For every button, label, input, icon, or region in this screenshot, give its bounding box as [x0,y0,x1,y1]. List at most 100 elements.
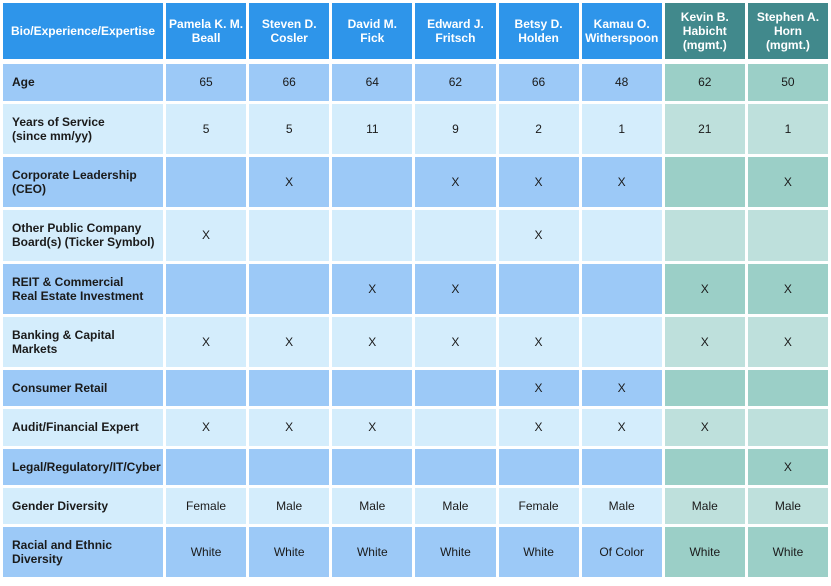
table-row: Other Public Company Board(s) (Ticker Sy… [3,210,828,261]
row-label: Corporate Leadership (CEO) [3,156,163,208]
matrix-cell: X [166,409,247,446]
matrix-cell: X [498,210,579,261]
matrix-cell: X [498,409,579,446]
matrix-cell: X [166,316,247,368]
matrix-cell: 9 [415,103,496,154]
matrix-cell: X [747,448,828,485]
row-label: Legal/Regulatory/IT/Cyber [3,448,163,485]
matrix-cell: X [581,409,662,446]
matrix-cell: Female [498,487,579,524]
matrix-cell: Of Color [581,526,662,578]
matrix-cell: Male [747,487,828,524]
table-body: Age 65 66 64 62 66 48 62 50 Years of Service (sin… [3,64,828,578]
table-row: Age 65 66 64 62 66 48 62 50 [3,64,828,101]
table-row: Banking & Capital Markets X X X X X X X [3,316,828,368]
matrix-cell: 62 [415,64,496,101]
matrix-cell [332,370,413,407]
column-header-5: Betsy D. Holden [498,3,579,62]
matrix-cell [166,156,247,208]
table-row: Years of Service (since mm/yy) 5 5 11 9 2 1 21 1 [3,103,828,154]
matrix-cell: X [664,409,745,446]
matrix-cell: 21 [664,103,745,154]
header-row: Bio/Experience/Expertise Pamela K. M. Be… [3,3,828,62]
matrix-cell: X [249,156,330,208]
matrix-cell [747,210,828,261]
matrix-cell: 1 [581,103,662,154]
matrix-cell: White [332,526,413,578]
matrix-cell: X [249,409,330,446]
matrix-cell [415,370,496,407]
matrix-cell: 11 [332,103,413,154]
table-row: Racial and Ethnic Diversity White White Whi… [3,526,828,578]
matrix-cell [249,370,330,407]
matrix-cell [498,263,579,314]
matrix-cell: 64 [332,64,413,101]
matrix-cell: X [498,316,579,368]
matrix-cell [415,409,496,446]
matrix-cell [581,263,662,314]
matrix-cell [415,210,496,261]
matrix-cell: 2 [498,103,579,154]
column-header-7: Kevin B. Habicht (mgmt.) [664,3,745,62]
matrix-cell [747,409,828,446]
table-row: Corporate Leadership (CEO) X X X X X [3,156,828,208]
matrix-cell: White [249,526,330,578]
matrix-cell: X [664,316,745,368]
row-label: Other Public Company Board(s) (Ticker Sy… [3,210,163,261]
matrix-cell: X [498,370,579,407]
matrix-cell: White [415,526,496,578]
row-label: Age [3,64,163,101]
matrix-cell [664,370,745,407]
matrix-cell [249,210,330,261]
matrix-cell: Female [166,487,247,524]
matrix-cell: White [747,526,828,578]
matrix-cell: 66 [498,64,579,101]
matrix-cell: X [166,210,247,261]
matrix-cell: X [664,263,745,314]
matrix-cell: X [415,316,496,368]
matrix-cell [166,448,247,485]
row-label: REIT & Commercial Real Estate Investment [3,263,163,314]
matrix-cell [498,448,579,485]
column-header-4: Edward J. Fritsch [415,3,496,62]
matrix-cell: X [747,156,828,208]
matrix-cell: Male [581,487,662,524]
matrix-cell: X [332,263,413,314]
matrix-cell: 65 [166,64,247,101]
matrix-cell [664,210,745,261]
matrix-cell: X [498,156,579,208]
table-row: Gender Diversity Female Male Male Male Female… [3,487,828,524]
matrix-cell [332,156,413,208]
matrix-cell [664,156,745,208]
table-row: Consumer Retail X X [3,370,828,407]
table-row: Audit/Financial Expert X X X X X X [3,409,828,446]
matrix-cell: 5 [166,103,247,154]
table-header: Bio/Experience/Expertise Pamela K. M. Be… [3,3,828,62]
matrix-cell [664,448,745,485]
row-label: Banking & Capital Markets [3,316,163,368]
matrix-cell [581,210,662,261]
matrix-cell [249,448,330,485]
row-label: Years of Service (since mm/yy) [3,103,163,154]
matrix-cell [415,448,496,485]
matrix-cell: X [415,263,496,314]
matrix-cell: X [581,156,662,208]
row-label: Consumer Retail [3,370,163,407]
matrix-cell: 5 [249,103,330,154]
matrix-cell: White [664,526,745,578]
table-row: REIT & Commercial Real Estate Investment… [3,263,828,314]
matrix-cell [166,263,247,314]
matrix-cell: X [332,316,413,368]
matrix-cell [249,263,330,314]
matrix-cell: 62 [664,64,745,101]
matrix-cell [166,370,247,407]
row-label: Gender Diversity [3,487,163,524]
matrix-cell: 50 [747,64,828,101]
matrix-cell: X [332,409,413,446]
matrix-cell [332,448,413,485]
matrix-cell: X [747,316,828,368]
matrix-cell: X [249,316,330,368]
matrix-cell [332,210,413,261]
